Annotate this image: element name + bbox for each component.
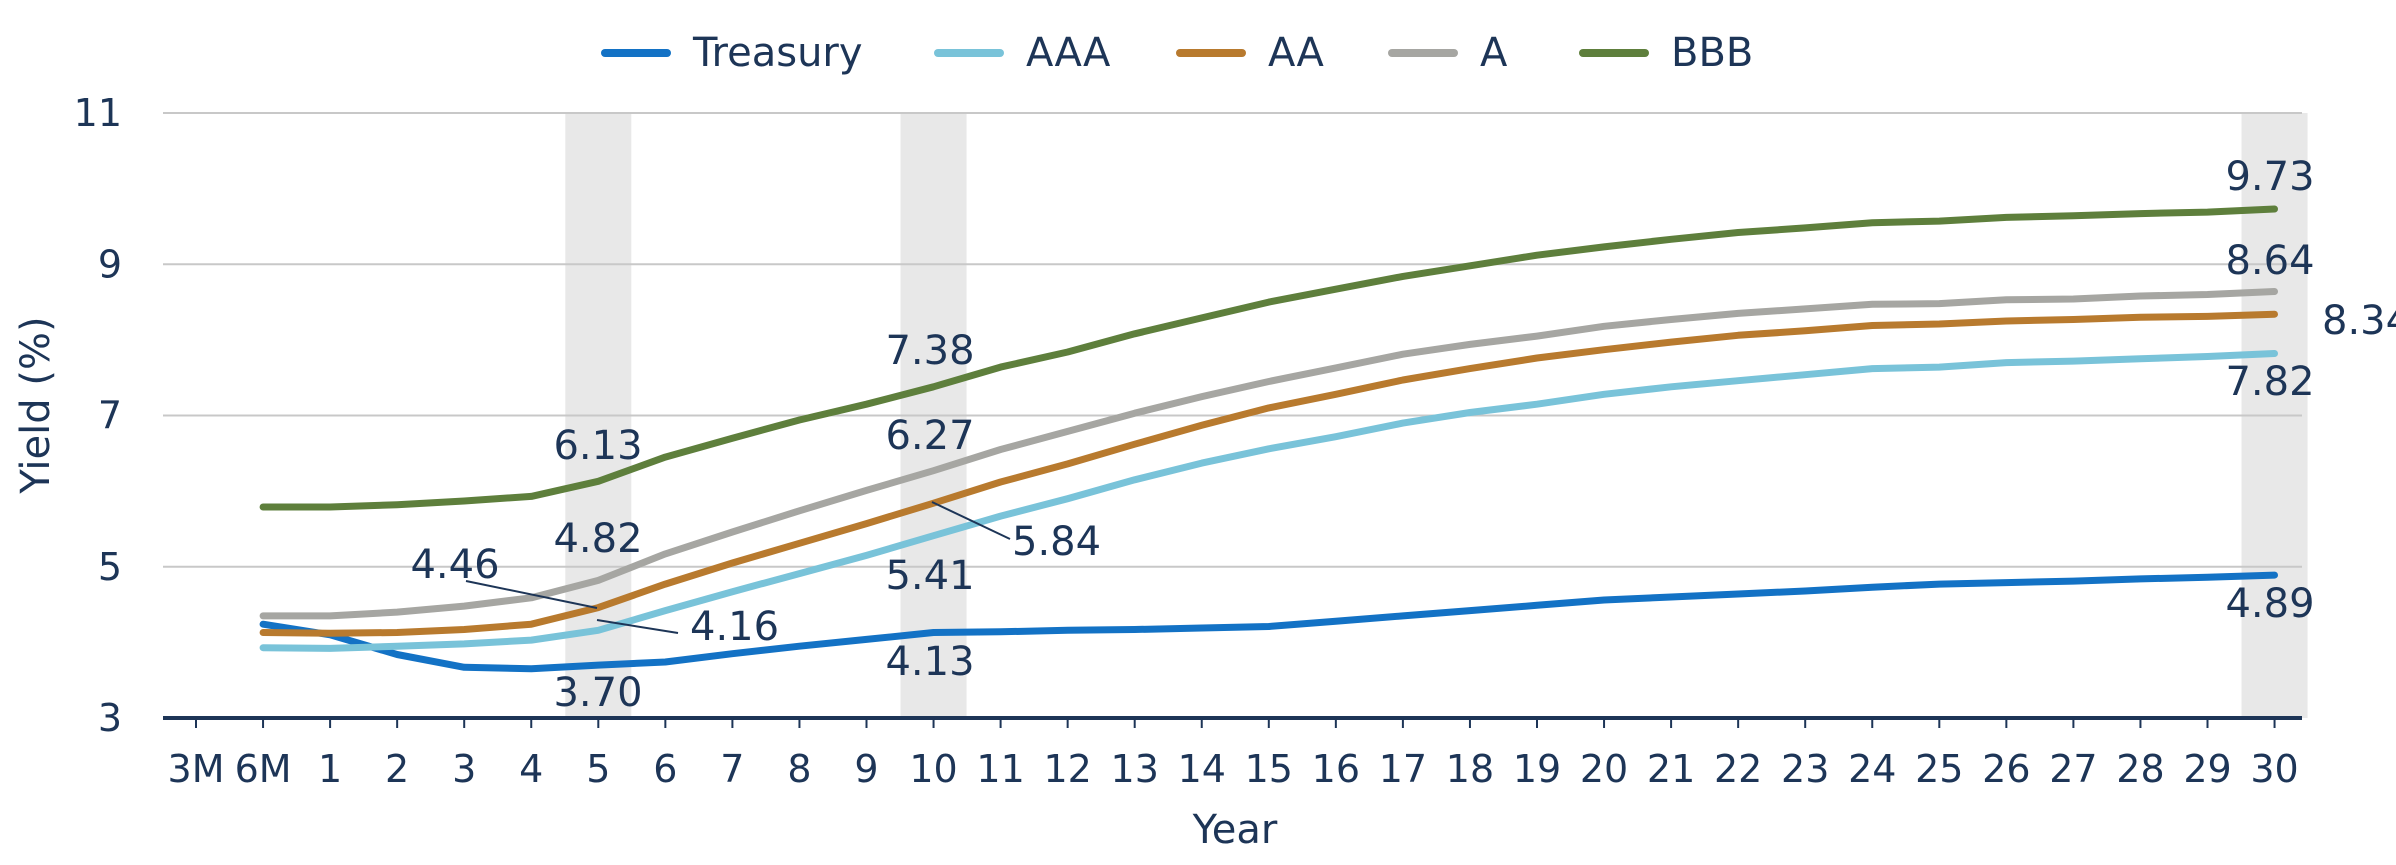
x-tick-label: 6	[653, 747, 677, 791]
data-label: 7.38	[885, 328, 974, 374]
series-line-bbb	[259, 205, 2278, 511]
x-tick-label: 8	[787, 747, 811, 791]
grid-lines	[163, 112, 2302, 568]
y-tick-label: 3	[98, 696, 122, 740]
x-axis: 3M 6M 1 2 3 4 5 6 7 8 9 10 11 12 13 14 15 16 17 18 19 20 21 22 2…	[163, 716, 2302, 791]
y-tick-label: 5	[98, 545, 122, 589]
legend: Treasury AAA AA A BBB	[601, 30, 1753, 76]
x-tick-label: 24	[1848, 747, 1896, 791]
x-tick-label: 30	[2250, 747, 2298, 791]
data-label: 7.82	[2225, 359, 2314, 405]
x-tick-label: 3	[452, 747, 476, 791]
data-label: 5.41	[885, 553, 974, 599]
x-tick-label: 19	[1513, 747, 1561, 791]
x-tick-label: 18	[1446, 747, 1494, 791]
x-tick-label: 28	[2116, 747, 2164, 791]
x-tick-label: 10	[909, 747, 957, 791]
x-tick-label: 29	[2183, 747, 2231, 791]
y-tick-label: 11	[74, 91, 122, 135]
series-line-a	[259, 288, 2278, 620]
data-label: 4.16	[690, 604, 779, 650]
data-label: 9.73	[2225, 154, 2314, 200]
x-tick-label: 4	[519, 747, 543, 791]
data-label: 6.27	[885, 413, 974, 459]
legend-item-treasury: Treasury	[601, 30, 863, 76]
data-labels: 4.46 4.82 6.13 4.16 3.70 7.38 6.27 5.84 5.41 4.13…	[410, 154, 2396, 716]
legend-label: A	[1480, 30, 1508, 76]
leader-line	[465, 580, 598, 609]
x-tick-label: 25	[1915, 747, 1963, 791]
x-tick-label: 3M	[168, 747, 225, 791]
x-tick-label: 20	[1580, 747, 1628, 791]
legend-item-a: A	[1388, 30, 1508, 76]
legend-label: AA	[1268, 30, 1324, 76]
leader-line	[596, 619, 679, 634]
x-tick-label: 12	[1043, 747, 1091, 791]
annotation-leaders	[465, 501, 1011, 634]
x-tick-label: 7	[720, 747, 744, 791]
x-tick-label: 11	[976, 747, 1024, 791]
legend-label: Treasury	[692, 30, 863, 76]
series-line-aa	[259, 310, 2278, 637]
x-tick-label: 17	[1379, 747, 1427, 791]
data-label: 8.34	[2322, 298, 2396, 344]
y-tick-label: 7	[98, 394, 122, 438]
y-axis-ticks: 3 5 7 9 11	[74, 91, 122, 740]
x-tick-label: 22	[1714, 747, 1762, 791]
x-tick-label: 23	[1781, 747, 1829, 791]
data-label: 4.13	[885, 639, 974, 685]
x-tick-label: 5	[586, 747, 610, 791]
x-tick-label: 14	[1178, 747, 1226, 791]
data-label: 3.70	[553, 670, 642, 716]
x-tick-label: 16	[1312, 747, 1360, 791]
y-tick-label: 9	[98, 242, 122, 286]
y-axis-title: Yield (%)	[13, 316, 59, 494]
legend-item-aaa: AAA	[934, 30, 1111, 76]
legend-label: BBB	[1671, 30, 1753, 76]
data-label: 6.13	[553, 423, 642, 469]
series-line-aaa	[259, 350, 2278, 652]
leader-line	[931, 501, 1011, 540]
x-tick-label: 26	[1982, 747, 2030, 791]
legend-item-aa: AA	[1176, 30, 1324, 76]
data-label: 5.84	[1012, 519, 1101, 565]
series-line-treasury	[259, 571, 2278, 673]
data-label: 4.89	[2225, 581, 2314, 627]
x-axis-title: Year	[1192, 807, 1278, 853]
data-label: 8.64	[2225, 238, 2314, 284]
data-label: 4.82	[553, 516, 642, 562]
x-tick-label: 27	[2049, 747, 2097, 791]
data-label: 4.46	[410, 542, 499, 588]
legend-item-bbb: BBB	[1579, 30, 1753, 76]
series-lines	[259, 205, 2278, 673]
x-tick-label: 13	[1111, 747, 1159, 791]
x-tick-label: 21	[1647, 747, 1695, 791]
x-tick-label: 6M	[235, 747, 292, 791]
x-tick-label: 15	[1245, 747, 1293, 791]
x-tick-label: 1	[318, 747, 342, 791]
x-tick-label: 2	[385, 747, 409, 791]
legend-label: AAA	[1026, 30, 1111, 76]
x-tick-label: 9	[854, 747, 878, 791]
